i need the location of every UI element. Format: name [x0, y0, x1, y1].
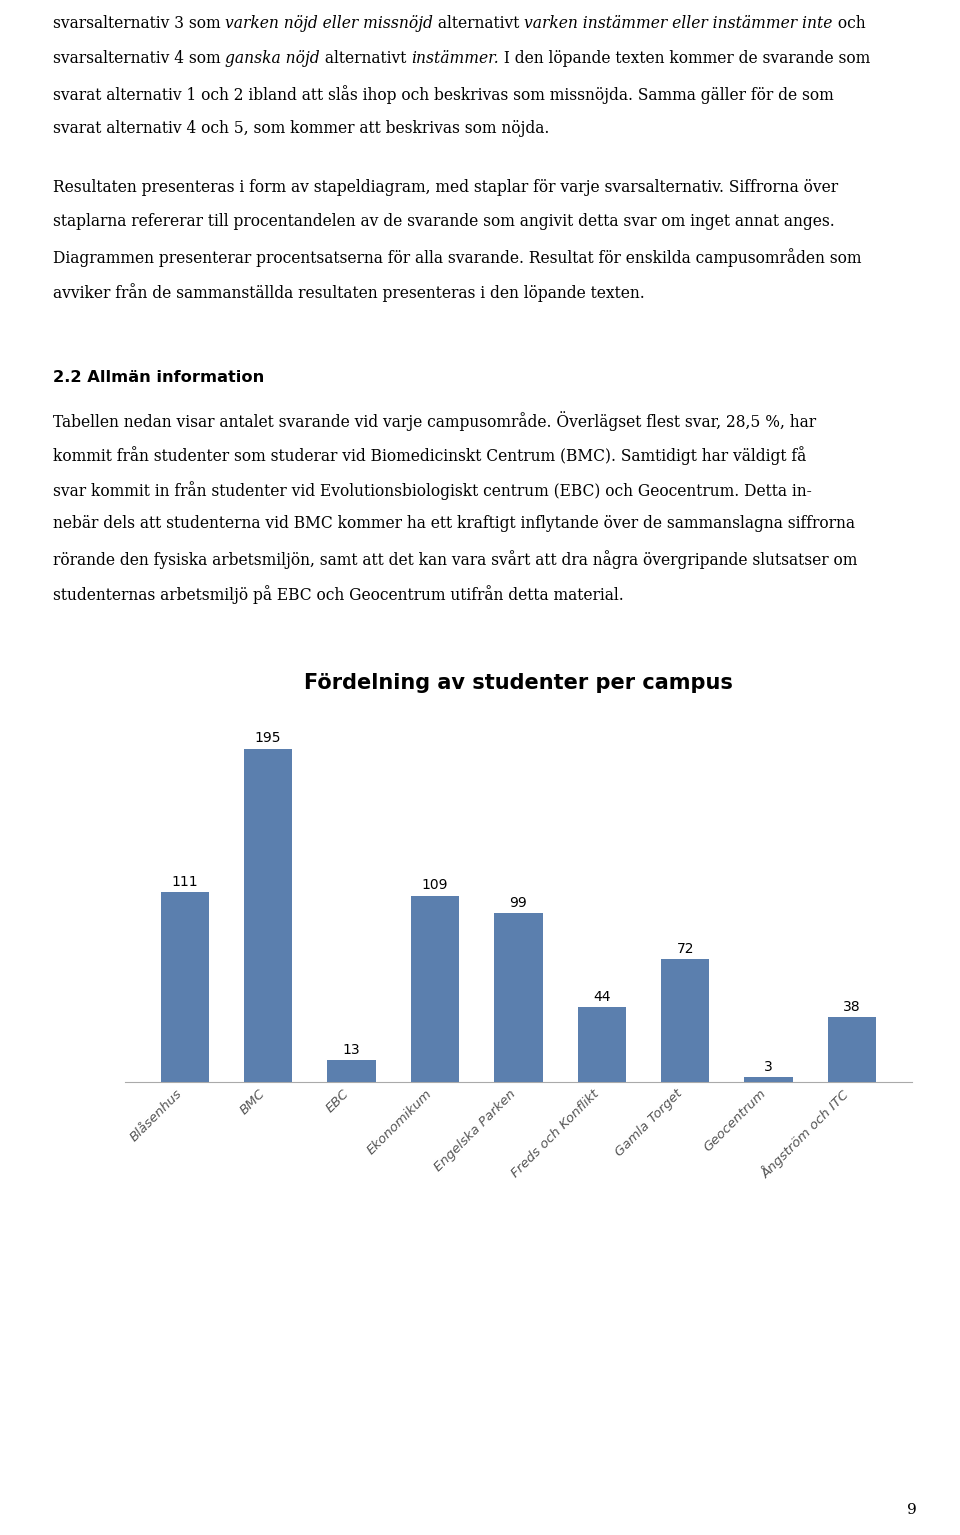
- Text: 13: 13: [343, 1042, 360, 1056]
- Text: Resultaten presenteras i form av stapeldiagram, med staplar för varje svarsalter: Resultaten presenteras i form av stapeld…: [53, 178, 838, 195]
- Text: 72: 72: [677, 941, 694, 956]
- Bar: [411, 896, 459, 1082]
- Text: I den löpande texten kommer de svarande som: I den löpande texten kommer de svarande …: [499, 51, 870, 68]
- Text: svarsalternativ 3 som: svarsalternativ 3 som: [53, 15, 226, 32]
- Text: svar kommit in från studenter vid Evolutionsbiologiskt centrum (EBC) och Geocent: svar kommit in från studenter vid Evolut…: [53, 480, 811, 499]
- Text: rörande den fysiska arbetsmiljön, samt att det kan vara svårt att dra några över: rörande den fysiska arbetsmiljön, samt a…: [53, 550, 857, 569]
- Text: avviker från de sammanställda resultaten presenteras i den löpande texten.: avviker från de sammanställda resultaten…: [53, 282, 644, 301]
- Title: Fördelning av studenter per campus: Fördelning av studenter per campus: [304, 674, 732, 694]
- Text: staplarna refererar till procentandelen av de svarande som angivit detta svar om: staplarna refererar till procentandelen …: [53, 213, 834, 230]
- Text: varken nöjd eller missnöjd: varken nöjd eller missnöjd: [226, 15, 433, 32]
- Text: svarat alternativ 4 och 5, som kommer att beskrivas som nöjda.: svarat alternativ 4 och 5, som kommer at…: [53, 120, 549, 137]
- Text: Diagrammen presenterar procentsatserna för alla svarande. Resultat för enskilda : Diagrammen presenterar procentsatserna f…: [53, 249, 861, 267]
- Text: ganska nöjd: ganska nöjd: [226, 51, 320, 68]
- Text: nebär dels att studenterna vid BMC kommer ha ett kraftigt inflytande över de sam: nebär dels att studenterna vid BMC komme…: [53, 516, 854, 533]
- Text: 38: 38: [843, 999, 861, 1013]
- Text: 9: 9: [907, 1503, 917, 1517]
- Text: alternativt: alternativt: [320, 51, 411, 68]
- Bar: [327, 1061, 375, 1082]
- Text: varken instämmer eller instämmer inte: varken instämmer eller instämmer inte: [524, 15, 832, 32]
- Bar: [244, 749, 293, 1082]
- Text: instämmer.: instämmer.: [411, 51, 499, 68]
- Text: och: och: [832, 15, 865, 32]
- Text: 109: 109: [421, 878, 448, 892]
- Text: 99: 99: [510, 895, 527, 910]
- Text: svarsalternativ 4 som: svarsalternativ 4 som: [53, 51, 226, 68]
- Text: 195: 195: [255, 731, 281, 746]
- Bar: [578, 1007, 626, 1082]
- Text: 44: 44: [593, 990, 611, 1004]
- Bar: [744, 1078, 793, 1082]
- Text: Tabellen nedan visar antalet svarande vid varje campusområde. Överlägset flest s: Tabellen nedan visar antalet svarande vi…: [53, 411, 816, 431]
- Text: studenternas arbetsmiljö på EBC och Geocentrum utifrån detta material.: studenternas arbetsmiljö på EBC och Geoc…: [53, 585, 624, 603]
- Bar: [160, 892, 209, 1082]
- Text: 111: 111: [172, 875, 198, 889]
- Bar: [494, 913, 542, 1082]
- Text: svarat alternativ 1 och 2 ibland att slås ihop och beskrivas som missnöjda. Samm: svarat alternativ 1 och 2 ibland att slå…: [53, 84, 833, 104]
- Text: kommit från studenter som studerar vid Biomedicinskt Centrum (BMC). Samtidigt ha: kommit från studenter som studerar vid B…: [53, 445, 806, 465]
- Bar: [828, 1018, 876, 1082]
- Text: 2.2 Allmän information: 2.2 Allmän information: [53, 370, 264, 384]
- Text: 3: 3: [764, 1059, 773, 1073]
- Text: alternativt: alternativt: [433, 15, 524, 32]
- Bar: [661, 959, 709, 1082]
